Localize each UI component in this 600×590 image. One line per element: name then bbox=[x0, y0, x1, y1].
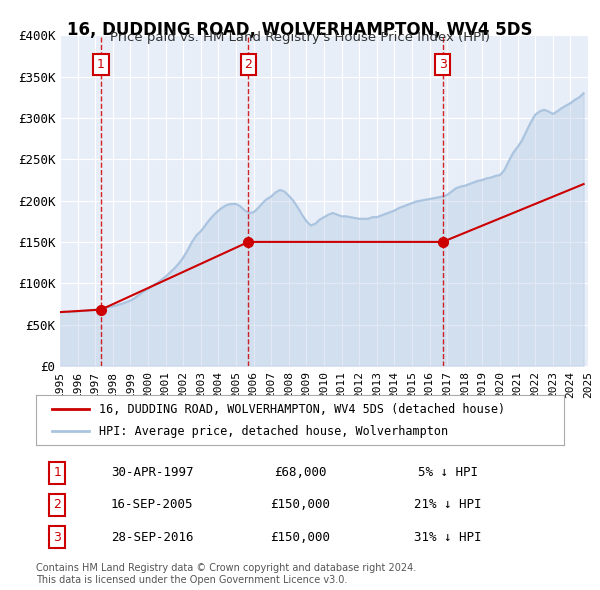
Text: 3: 3 bbox=[53, 530, 61, 543]
Text: This data is licensed under the Open Government Licence v3.0.: This data is licensed under the Open Gov… bbox=[36, 575, 347, 585]
Text: 2: 2 bbox=[245, 58, 253, 71]
Text: £150,000: £150,000 bbox=[270, 530, 330, 543]
Text: Price paid vs. HM Land Registry's House Price Index (HPI): Price paid vs. HM Land Registry's House … bbox=[110, 31, 490, 44]
Text: 3: 3 bbox=[439, 58, 446, 71]
Text: 28-SEP-2016: 28-SEP-2016 bbox=[111, 530, 193, 543]
Text: Contains HM Land Registry data © Crown copyright and database right 2024.: Contains HM Land Registry data © Crown c… bbox=[36, 563, 416, 573]
Text: 16-SEP-2005: 16-SEP-2005 bbox=[111, 499, 193, 512]
Text: £150,000: £150,000 bbox=[270, 499, 330, 512]
Text: 21% ↓ HPI: 21% ↓ HPI bbox=[414, 499, 482, 512]
Text: 16, DUDDING ROAD, WOLVERHAMPTON, WV4 5DS: 16, DUDDING ROAD, WOLVERHAMPTON, WV4 5DS bbox=[67, 21, 533, 39]
Text: 1: 1 bbox=[97, 58, 105, 71]
Text: 31% ↓ HPI: 31% ↓ HPI bbox=[414, 530, 482, 543]
Text: 2: 2 bbox=[53, 499, 61, 512]
Text: £68,000: £68,000 bbox=[274, 466, 326, 479]
Text: 5% ↓ HPI: 5% ↓ HPI bbox=[418, 466, 478, 479]
Text: 1: 1 bbox=[53, 466, 61, 479]
Text: 16, DUDDING ROAD, WOLVERHAMPTON, WV4 5DS (detached house): 16, DUDDING ROAD, WOLVERHAMPTON, WV4 5DS… bbox=[100, 403, 505, 416]
Text: HPI: Average price, detached house, Wolverhampton: HPI: Average price, detached house, Wolv… bbox=[100, 425, 448, 438]
Text: 30-APR-1997: 30-APR-1997 bbox=[111, 466, 193, 479]
